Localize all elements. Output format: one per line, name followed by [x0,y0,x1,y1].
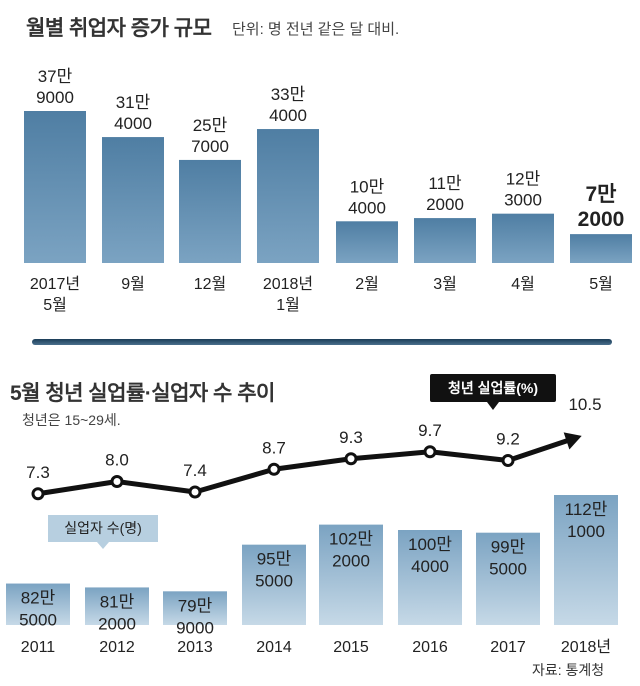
employment-value-label: 7만 2000 [578,183,625,231]
rate-point [188,485,202,499]
rate-value-label: 9.2 [496,430,520,449]
employment-value-label: 37만 9000 [36,67,74,107]
employment-month-label: 5월 [589,275,613,293]
rate-point [501,454,515,467]
employment-bar [179,159,241,263]
section-divider [32,339,612,345]
unemployed-bar [319,524,383,625]
chart2-title: 5월 청년 실업률·실업자 수 추이 [10,382,275,405]
employment-month-label: 2월 [355,275,379,293]
unemployed-bar [6,583,70,625]
unemployed-bar [398,530,462,625]
rate-line [37,435,577,497]
year-label: 2015 [333,639,369,656]
rate-point [267,462,281,476]
rate-point [31,487,45,501]
employment-bar [414,218,476,263]
year-label: 2011 [21,639,56,656]
employment-bar [257,129,319,263]
employment-bar [570,234,632,263]
rate-value-label: 8.0 [105,451,129,470]
employment-bar [336,221,398,263]
rate-point [344,452,358,466]
chart1-unit-note: 단위: 명 전년 같은 달 대비. [232,21,400,38]
employment-month-label: 2018년 1월 [263,275,313,314]
unemployed-value-label: 82만 5000 [19,589,57,630]
employment-value-label: 12만 3000 [504,170,542,210]
unemployed-value-label: 102만 2000 [329,530,373,571]
year-label: 2016 [412,639,448,656]
unemployed-value-label: 100만 4000 [408,535,452,576]
rate-value-label: 9.3 [339,428,363,447]
rate-value-label: 10.5 [568,395,601,414]
unemployed-bar [476,532,540,625]
rate-value-label: 7.4 [183,461,207,480]
rate-point [423,445,437,459]
year-label: 2013 [177,639,213,656]
unemployed-bar [85,587,149,625]
employment-month-label: 2017년 5월 [30,275,80,314]
youth-unemployed-bars: 82만 5000 2011 81만 2000 2012 79만 9000 2013 95만 5000… [6,495,618,656]
unemployed-value-label: 99만 5000 [489,538,527,579]
chart2-age-note: 청년은 15~29세. [22,412,121,428]
employment-month-label: 4월 [511,275,535,293]
rate-value-label: 7.3 [26,463,50,482]
chart1-title: 월별 취업자 증가 규모 [26,17,212,40]
employment-value-label: 33만 4000 [269,85,307,125]
employment-value-label: 31만 4000 [114,93,152,133]
employment-bar [102,137,164,263]
unemployed-bar [163,591,227,625]
unemployed-value-label: 112만 1000 [565,500,608,541]
rate-value-label: 8.7 [262,438,286,457]
employment-month-label: 3월 [433,275,457,293]
unemployed-count-callout: 실업자 수(명) [48,515,158,549]
employment-bar [492,213,554,263]
year-label: 2014 [256,639,292,656]
year-label: 2017 [490,639,526,656]
year-label: 2012 [99,639,135,656]
unemployed-bar [554,495,618,625]
employment-bar [24,111,86,263]
employment-value-label: 11만 2000 [426,174,464,214]
unemployment-rate-callout: 청년 실업률(%) [430,374,556,410]
employment-value-label: 10만 4000 [348,177,386,217]
youth-unemployment-rate-line: 7.3 8.0 7.4 8.7 9.3 9.7 9.2 10.5 [26,395,602,501]
unemployed-value-label: 81만 2000 [98,592,136,633]
rate-point [110,475,124,488]
monthly-employment-chart: 37만 9000 2017년 5월 31만 4000 9월 25만 7000 12월 33만 4000… [24,67,632,314]
unemployed-bar [242,544,306,625]
rate-arrow-head [563,432,582,450]
source-note: 자료: 통계청 [532,662,605,678]
unemployed-value-label: 79만 9000 [176,596,214,637]
employment-month-label: 12월 [194,275,227,293]
employment-value-label: 25만 7000 [191,116,229,156]
rate-value-label: 9.7 [418,421,442,440]
unemployed-value-label: 95만 5000 [255,550,293,591]
year-label: 2018년 [561,638,611,656]
employment-month-label: 9월 [121,275,145,293]
